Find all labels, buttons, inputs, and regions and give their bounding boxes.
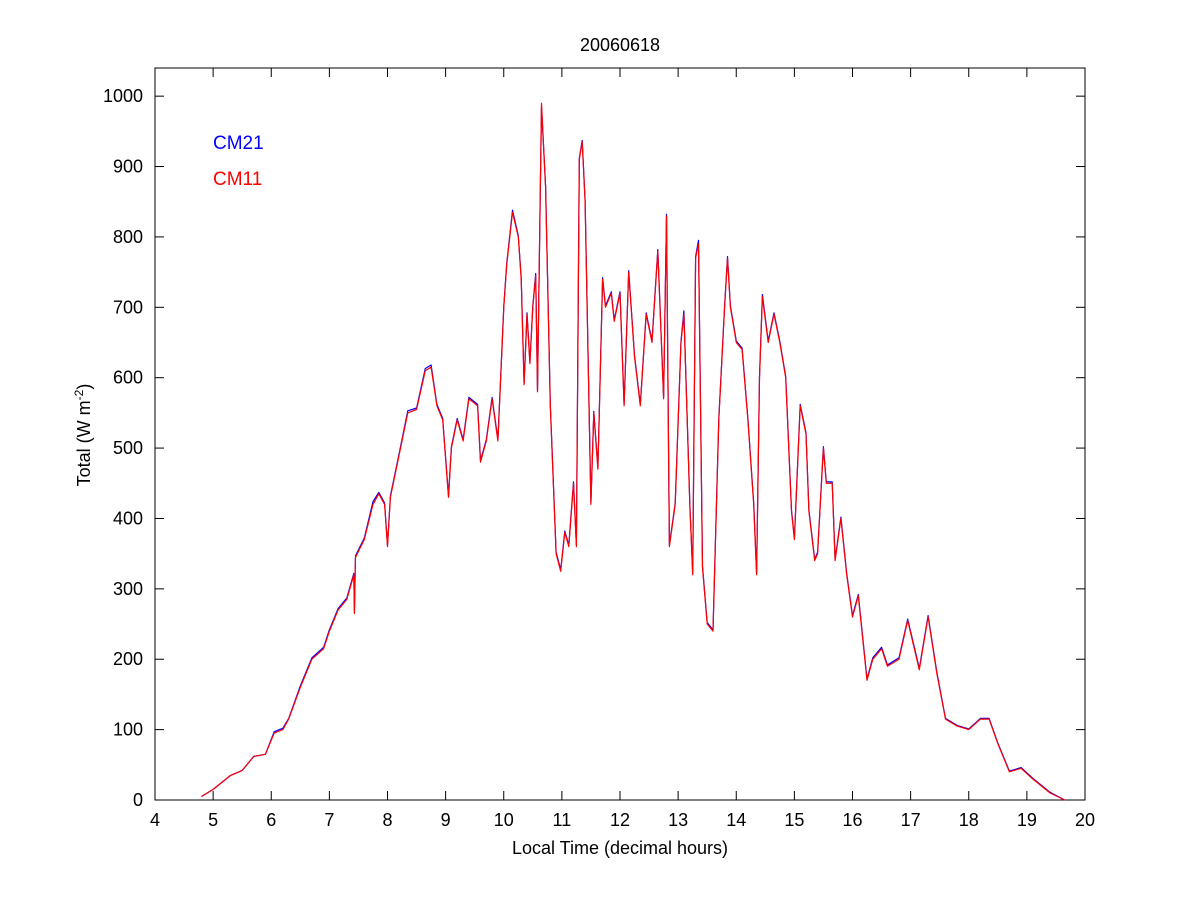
x-tick-label: 19 bbox=[1017, 810, 1037, 830]
series-line-cm11 bbox=[201, 102, 1065, 801]
y-axis-label-close: ) bbox=[74, 384, 94, 390]
x-tick-label: 13 bbox=[668, 810, 688, 830]
y-tick-label: 600 bbox=[113, 368, 143, 388]
x-tick-label: 17 bbox=[901, 810, 921, 830]
x-tick-label: 8 bbox=[382, 810, 392, 830]
y-tick-label: 500 bbox=[113, 438, 143, 458]
x-tick-label: 16 bbox=[842, 810, 862, 830]
legend-cm21: CM21 bbox=[213, 133, 264, 154]
x-tick-label: 5 bbox=[208, 810, 218, 830]
x-axis-label: Local Time (decimal hours) bbox=[512, 838, 728, 858]
y-tick-label: 200 bbox=[113, 649, 143, 669]
y-tick-label: 100 bbox=[113, 720, 143, 740]
x-tick-label: 18 bbox=[959, 810, 979, 830]
y-axis-label-sup: -2 bbox=[72, 389, 86, 400]
y-axis-label-main: Total (W m bbox=[74, 400, 94, 486]
x-tick-label: 11 bbox=[553, 810, 572, 830]
chart-title: 20060618 bbox=[580, 35, 660, 55]
legend-cm11: CM11 bbox=[213, 169, 262, 190]
y-tick-label: 0 bbox=[133, 790, 143, 810]
y-tick-label: 800 bbox=[113, 227, 143, 247]
x-tick-label: 15 bbox=[784, 810, 804, 830]
x-tick-label: 4 bbox=[150, 810, 160, 830]
y-tick-label: 900 bbox=[113, 157, 143, 177]
x-tick-label: 14 bbox=[726, 810, 746, 830]
y-tick-label: 700 bbox=[113, 297, 143, 317]
x-tick-label: 10 bbox=[494, 810, 514, 830]
y-tick-label: 1000 bbox=[103, 86, 143, 106]
x-tick-label: 9 bbox=[441, 810, 451, 830]
y-tick-label: 300 bbox=[113, 579, 143, 599]
x-tick-label: 6 bbox=[266, 810, 276, 830]
x-tick-label: 12 bbox=[610, 810, 630, 830]
plot-area bbox=[154, 67, 1086, 801]
y-tick-label: 400 bbox=[113, 508, 143, 528]
x-tick-label: 20 bbox=[1075, 810, 1095, 830]
x-tick-label: 7 bbox=[324, 810, 334, 830]
y-axis-label: Total (W m-2) bbox=[72, 384, 94, 487]
